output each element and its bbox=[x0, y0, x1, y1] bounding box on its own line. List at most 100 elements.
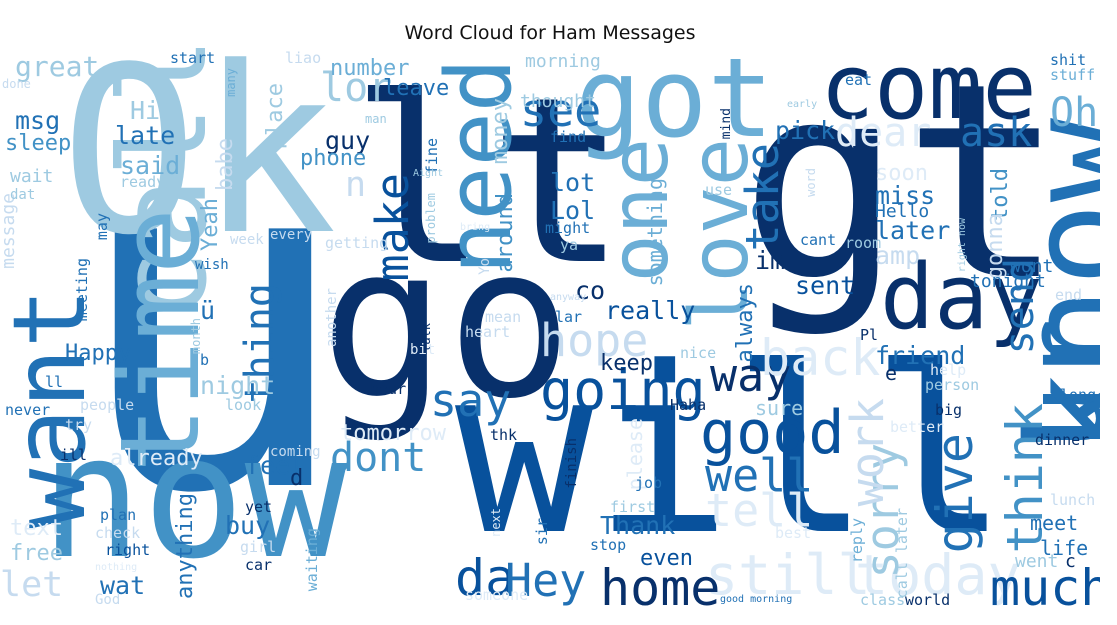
cloud-word-problem: problem bbox=[424, 193, 438, 244]
cloud-word-every: every bbox=[270, 227, 313, 243]
cloud-word-stuff: stuff bbox=[1050, 66, 1096, 84]
cloud-word-look: look bbox=[225, 396, 262, 414]
cloud-word-wait: wait bbox=[10, 166, 54, 187]
cloud-word-hi: Hi bbox=[130, 96, 161, 125]
cloud-word-hour: hour bbox=[370, 380, 407, 398]
cloud-word-ü: ü bbox=[200, 296, 216, 325]
cloud-word-see: see bbox=[520, 84, 602, 137]
cloud-word-bit: bit bbox=[410, 342, 436, 358]
cloud-word-people: people bbox=[80, 396, 135, 414]
cloud-word-friend: friend bbox=[875, 341, 966, 370]
cloud-word-come: come bbox=[820, 48, 1037, 140]
cloud-word-long: long bbox=[1060, 386, 1097, 404]
cloud-word-around: around bbox=[493, 193, 518, 273]
cloud-word-keep: keep bbox=[600, 351, 653, 376]
cloud-word-went: went bbox=[1015, 551, 1059, 572]
cloud-word-ready: ready bbox=[120, 173, 166, 191]
cloud-word-one: one bbox=[593, 138, 686, 283]
cloud-word-never: never bbox=[5, 401, 51, 419]
cloud-word-d: d bbox=[290, 466, 304, 491]
cloud-word-person: person bbox=[925, 376, 980, 394]
cloud-word-da: da bbox=[455, 549, 516, 607]
cloud-word-sir: sir bbox=[533, 518, 551, 546]
cloud-word-liao: liao bbox=[285, 49, 322, 67]
word-cloud: u gt lt will Ok now go got come ur know day call time… bbox=[0, 48, 1100, 613]
cloud-word-always: always bbox=[733, 283, 758, 363]
cloud-word-find: find bbox=[550, 128, 587, 146]
cloud-word-anyway: anyway bbox=[550, 292, 587, 303]
cloud-word-call-later: call later bbox=[893, 508, 911, 599]
cloud-word-will: will bbox=[455, 319, 1009, 586]
cloud-word-gonna: gonna bbox=[983, 213, 1008, 280]
cloud-word-waiting: waiting bbox=[303, 528, 321, 592]
cloud-word-today: today bbox=[855, 543, 1021, 607]
cloud-word-oh: Oh bbox=[1050, 90, 1099, 136]
cloud-word-eat: eat bbox=[845, 71, 873, 89]
cloud-word-dinner: dinner bbox=[1035, 431, 1090, 449]
cloud-word-job: job bbox=[635, 474, 663, 492]
cloud-word-word: word bbox=[804, 168, 818, 197]
cloud-word-shit: shit bbox=[1050, 51, 1087, 69]
cloud-word-ask: ask bbox=[960, 110, 1033, 156]
cloud-word-tonight: tonight bbox=[970, 271, 1046, 292]
cloud-word-still: still bbox=[705, 543, 871, 607]
cloud-word-world: world bbox=[905, 591, 951, 609]
cloud-word-may: may bbox=[93, 213, 111, 241]
cloud-word-night: night bbox=[200, 371, 276, 400]
cloud-word-check: check bbox=[95, 524, 141, 542]
cloud-word-class: class bbox=[860, 591, 906, 609]
cloud-word-let: let bbox=[0, 565, 64, 605]
cloud-word-phone: phone bbox=[300, 146, 367, 171]
cloud-word-nothing: nothing bbox=[95, 562, 138, 573]
cloud-word-might: might bbox=[545, 219, 591, 237]
cloud-word-help: help bbox=[930, 361, 967, 379]
cloud-word-try: try bbox=[65, 416, 93, 434]
cloud-word-cant: cant bbox=[800, 231, 837, 249]
cloud-word-dont: dont bbox=[330, 435, 427, 481]
cloud-word-free: free bbox=[10, 541, 63, 566]
cloud-word-day: day bbox=[880, 245, 1043, 350]
cloud-word-give: give bbox=[926, 433, 984, 554]
cloud-word-haha: Haha bbox=[670, 396, 707, 414]
cloud-word-aight: Aight bbox=[413, 168, 444, 179]
cloud-word-wat: wat bbox=[100, 571, 146, 600]
cloud-word-msg: msg bbox=[15, 106, 61, 135]
cloud-word-work: work bbox=[841, 398, 894, 507]
cloud-word-said: said bbox=[120, 151, 181, 180]
cloud-word-n: n bbox=[345, 165, 367, 205]
cloud-word-leave: leave bbox=[383, 76, 450, 101]
cloud-word-c: c bbox=[1065, 551, 1076, 572]
cloud-word-im: im bbox=[755, 246, 786, 275]
cloud-word-text: text bbox=[10, 516, 63, 541]
cloud-word-take: take bbox=[736, 143, 789, 252]
cloud-word-much: much bbox=[990, 559, 1100, 613]
cloud-word-message: message bbox=[0, 193, 19, 269]
cloud-word-b: b bbox=[200, 351, 210, 369]
cloud-word-right-now: right now bbox=[957, 218, 968, 273]
cloud-word-e: e bbox=[885, 361, 898, 385]
cloud-word-already: already bbox=[110, 446, 203, 471]
cloud-word-room: room bbox=[845, 234, 882, 252]
cloud-word-miss: miss bbox=[875, 181, 936, 210]
cloud-word-reply: reply bbox=[848, 518, 866, 564]
cloud-word-morning: morning bbox=[525, 51, 601, 72]
cloud-word-good: good bbox=[700, 398, 845, 468]
cloud-word-home: home bbox=[600, 559, 721, 613]
cloud-word-heart: heart bbox=[465, 323, 511, 341]
cloud-word-thank: Thank bbox=[600, 511, 676, 540]
cloud-word-co: co bbox=[575, 276, 606, 305]
cloud-word-ya: ya bbox=[560, 236, 579, 254]
cloud-word-next: next bbox=[489, 508, 503, 537]
cloud-word-something: something bbox=[643, 178, 667, 287]
cloud-word-good-morning: good morning bbox=[720, 594, 793, 605]
cloud-word-lot: lot bbox=[550, 168, 596, 197]
cloud-word-another: another bbox=[324, 288, 340, 348]
cloud-word-dear: dear bbox=[835, 110, 932, 156]
cloud-word-better: better bbox=[890, 418, 945, 436]
cloud-word-money: money bbox=[488, 98, 513, 165]
cloud-word-sent: sent bbox=[795, 271, 856, 300]
cloud-word-say: say bbox=[430, 374, 512, 427]
cloud-word-bring: bring bbox=[460, 222, 491, 233]
cloud-word-number: number bbox=[330, 56, 410, 81]
cloud-word-buy: buy bbox=[225, 511, 271, 540]
